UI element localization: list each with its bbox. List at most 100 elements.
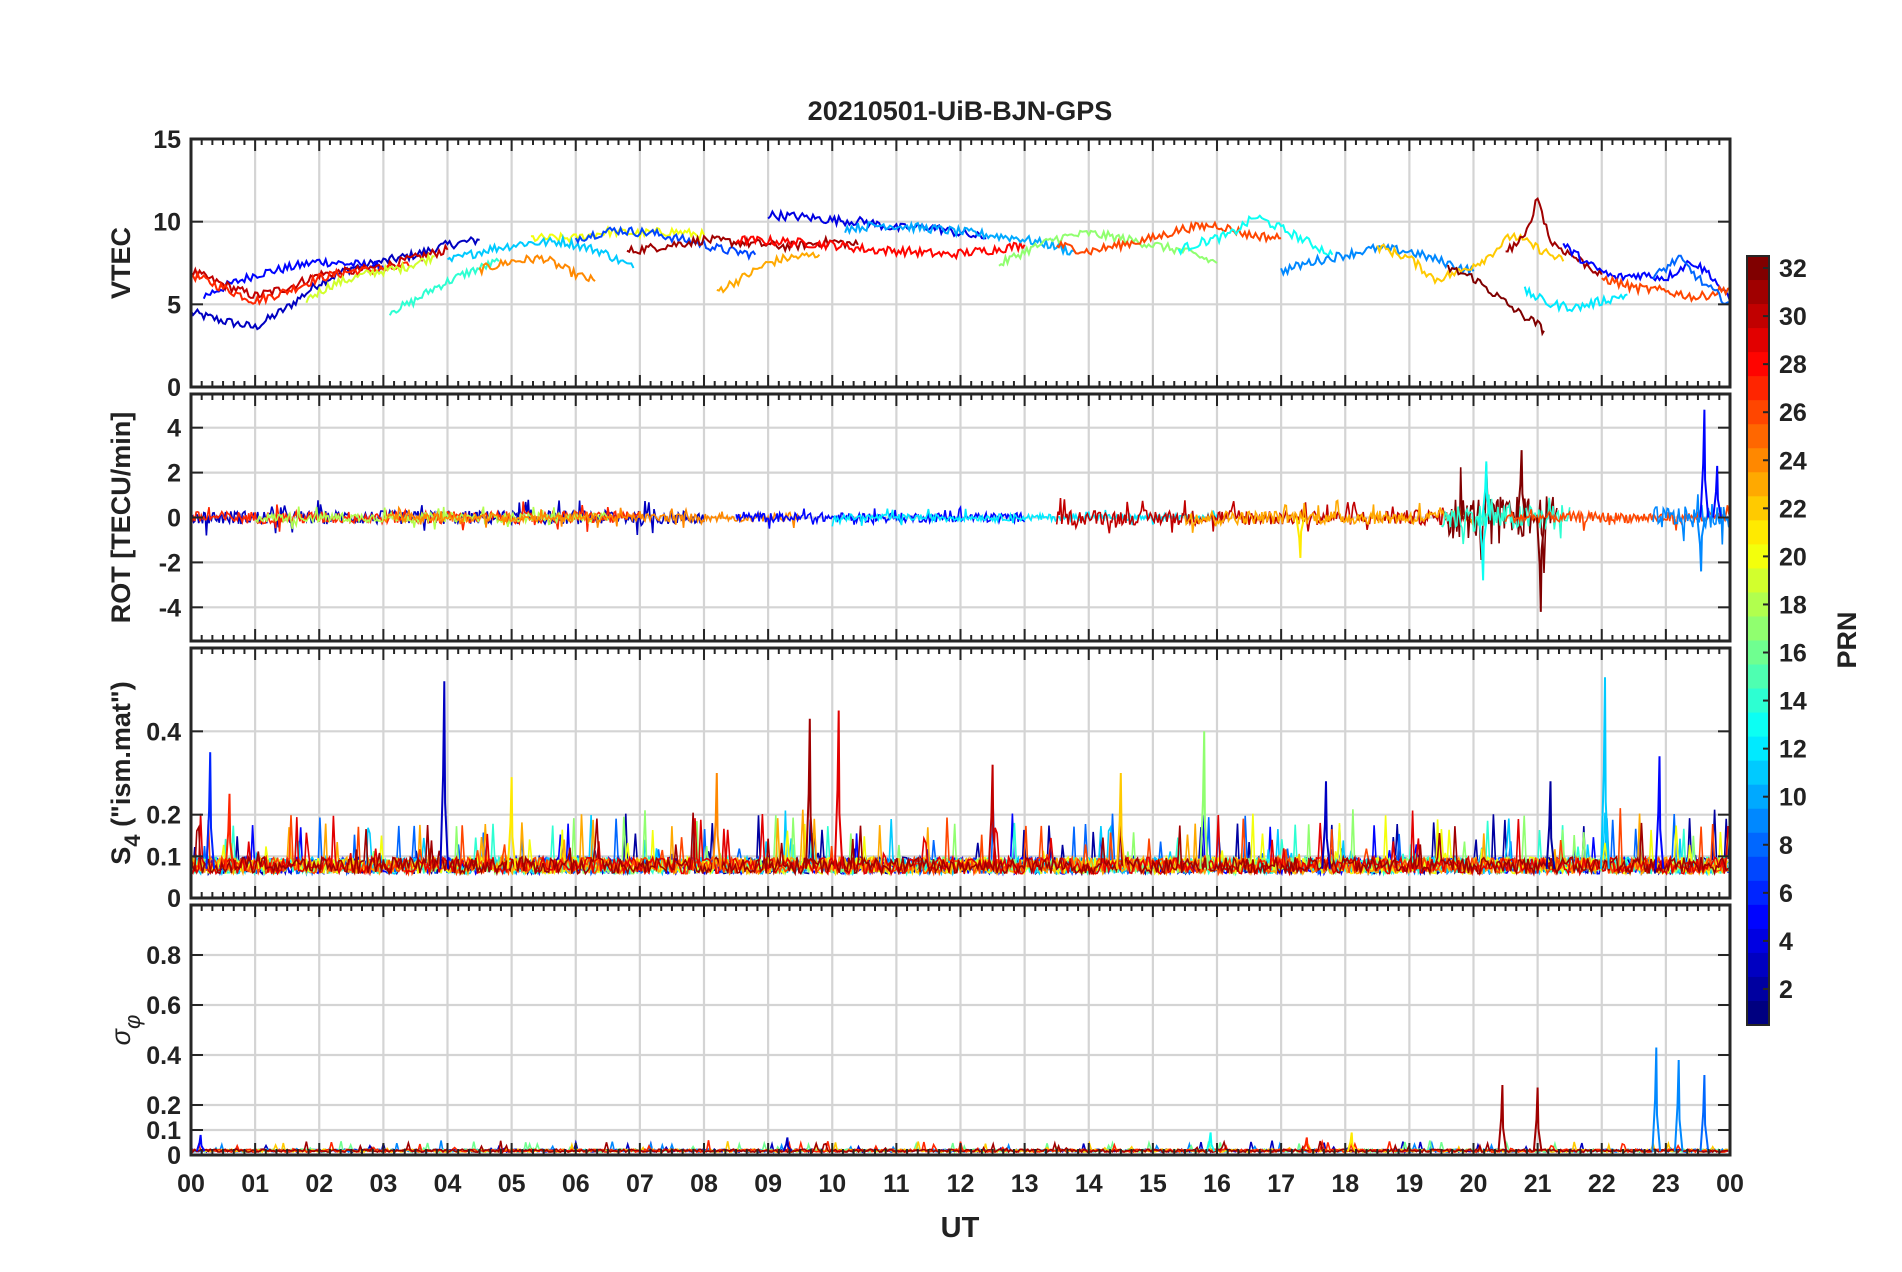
rot-spike-prn-9 [1696,517,1706,572]
series-group-vtec [191,197,1730,337]
y-tick-label: 0.4 [146,1042,181,1070]
x-axis: 00 01 02 03 04 05 06 07 08 09 10 11 12 13 14 15 16 17 18 19… [177,1170,1744,1198]
y-axis-label-sigma_phi: σφ [106,1015,145,1046]
colorbar-swatch-17 [1747,616,1769,642]
colorbar-swatch-20 [1747,544,1769,570]
sigma_phi-spike-prn-31 [1497,1084,1508,1152]
x-tick-label: 19 [1395,1170,1423,1198]
colorbar-tick-label: 6 [1779,880,1793,908]
y-tick-label: 0.1 [146,843,181,871]
sigma_phi-spike-prn-13 [1205,1132,1216,1152]
s4-spike-prn-17 [1199,731,1209,869]
panel-s4: 0 0.1 0.2 0.4S4 ("ism.mat") [106,646,1732,913]
x-tick-label: 00 [1716,1170,1744,1198]
y-tick-label: 0.6 [146,992,181,1020]
colorbar-swatch-14 [1747,688,1769,714]
vtec-series-prn-30 [191,243,449,299]
colorbar-swatch-21 [1747,520,1769,545]
rot-series-prn-26 [1504,505,1730,531]
colorbar-swatch-1 [1747,1000,1769,1026]
series-group-s4 [191,677,1729,877]
s4-spike-prn-6 [205,752,216,869]
y-tick-label: 4 [167,415,181,443]
y-tick-label: -2 [159,549,181,577]
x-tick-label: 01 [241,1170,269,1198]
y-tick-label: 0 [167,885,181,913]
vtec-series-prn-24 [478,254,596,283]
vtec-series-prn-22 [1376,231,1565,286]
colorbar-swatch-24 [1747,448,1769,473]
colorbar-swatch-4 [1747,928,1769,954]
x-tick-label: 00 [177,1170,205,1198]
x-tick-label: 23 [1652,1170,1680,1198]
x-tick-label: 04 [434,1170,462,1198]
grid-sigma_phi [191,905,1730,1155]
colorbar-swatch-13 [1747,712,1769,738]
y-tick-label: 5 [167,291,181,319]
y-tick-label: 2 [167,460,181,488]
s4-spike-prn-24 [712,772,722,869]
y-axis-label-rot: ROT [TECU/min] [106,412,136,623]
colorbar-tick-label: 14 [1779,688,1807,716]
sigma_phi-spike-prn-9 [1673,1059,1684,1152]
rot-spike-prn-13 [1481,461,1492,518]
rot-spike-prn-5 [1699,409,1710,518]
colorbar-tick-label: 18 [1779,591,1807,619]
y-tick-label: 0.2 [146,802,181,830]
s4-spike-prn-21 [506,777,517,869]
vtec-series-prn-26 [1601,274,1730,303]
colorbar-tick-label: 12 [1779,736,1807,764]
x-tick-label: 11 [883,1170,910,1198]
rot-spike-prn-32 [1536,517,1546,612]
vtec-series-prn-11 [446,233,635,269]
rot-spike-prn-13 [1478,517,1488,581]
vtec-series-prn-4 [767,208,987,240]
colorbar-swatch-26 [1747,400,1769,425]
s4-spike-prn-29 [833,710,844,869]
colorbar-swatch-6 [1747,880,1769,906]
x-tick-label: 16 [1203,1170,1231,1198]
ticks-vtec: 0 5 10 15 [153,126,1731,402]
colorbar-swatch-25 [1747,424,1769,449]
s4-spike-prn-22 [1116,772,1126,869]
s4-spike-prn-2 [1545,781,1556,869]
s4-spike-prn-31 [805,718,815,869]
x-tick-label: 02 [305,1170,333,1198]
vtec-series-prn-14 [388,257,500,316]
colorbar-tick-label: 30 [1779,303,1807,331]
sigma_phi-spike-prn-8 [1699,1074,1710,1152]
colorbar-swatch-12 [1747,736,1769,762]
sigma_phi-spike-prn-31 [1532,1087,1543,1152]
vtec-series-prn-32 [1446,264,1545,337]
y-axis-label-s4: S4 ("ism.mat") [106,681,145,864]
colorbar-swatch-32 [1747,256,1769,281]
colorbar-swatch-30 [1747,304,1769,329]
s4-spike-prn-30 [987,764,998,869]
y-axis-label-vtec: VTEC [106,227,136,299]
vtec-series-prn-12 [1523,285,1628,313]
ticks-rot: -4 -2 0 2 4 [159,394,1731,641]
colorbar-swatch-29 [1747,328,1769,353]
vtec-series-prn-31 [626,234,859,256]
x-tick-label: 20 [1460,1170,1488,1198]
vtec-series-prn-5 [1562,242,1730,302]
x-tick-label: 06 [562,1170,590,1198]
colorbar-box [1746,255,1770,1026]
y-tick-label: 10 [153,209,181,237]
colorbar-swatch-10 [1747,784,1769,810]
x-tick-label: 21 [1524,1170,1552,1198]
colorbar-swatch-28 [1747,352,1769,377]
colorbar-swatch-19 [1747,568,1769,594]
vtec-series-prn-7 [574,225,757,261]
rot-series-prn-9 [1652,494,1730,545]
x-tick-label: 15 [1139,1170,1167,1198]
y-tick-label: 0.8 [146,942,181,970]
colorbar-swatch-23 [1747,472,1769,497]
x-tick-label: 03 [369,1170,397,1198]
x-tick-label: 07 [626,1170,654,1198]
colorbar-tick-label: 22 [1779,495,1807,523]
sigma_phi-spike-prn-27 [1301,1137,1312,1152]
rot-series-prn-12 [831,508,1218,527]
